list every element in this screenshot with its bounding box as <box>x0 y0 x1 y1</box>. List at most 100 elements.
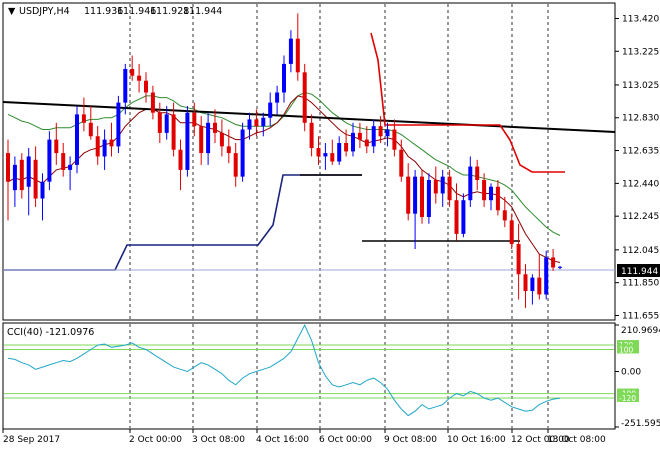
current-price-label: 111.944 <box>621 267 658 277</box>
candle-body <box>364 139 369 147</box>
time-label: 2 Oct 00:00 <box>129 435 182 445</box>
candle-body <box>144 80 148 93</box>
candle-body <box>26 156 31 187</box>
candle-body <box>454 200 459 234</box>
candle-body <box>275 92 280 103</box>
price-tick-label: 113.025 <box>622 81 659 91</box>
time-axis: 28 Sep 2017 2 Oct 00:00 3 Oct 08:00 4 Oct 1… <box>2 429 606 445</box>
ohlc-open: 111.936 <box>84 6 123 17</box>
candle-body <box>344 142 349 152</box>
candle-body <box>33 159 38 199</box>
current-price-tag <box>617 264 660 277</box>
cci-pane[interactable]: CCI(40) -121.0976 210.9694 0.00 -251.5956 1… <box>2 322 660 430</box>
candle-body <box>137 75 142 81</box>
ohlc-high: 111.946 <box>117 6 156 17</box>
candle-body <box>433 180 438 194</box>
candle-body <box>178 149 183 170</box>
candle-body <box>171 114 176 150</box>
candle-body <box>219 132 224 147</box>
candle-body <box>447 176 452 201</box>
time-label: 13 Oct 08:00 <box>547 435 606 445</box>
time-label: 10 Oct 16:00 <box>447 435 506 445</box>
price-axis[interactable]: 113.420 113.225 113.025 112.830 112.635 112.4… <box>615 14 660 321</box>
candle-body <box>6 153 10 182</box>
candle-body <box>206 122 211 154</box>
candle-body <box>413 176 418 214</box>
candle-body <box>157 112 162 133</box>
candle-body <box>495 186 500 211</box>
candle-body <box>95 136 100 157</box>
cci-line <box>7 324 561 417</box>
cci-tick-label: 210.9694 <box>621 326 660 336</box>
candle-body <box>399 149 404 177</box>
candle-body <box>385 129 390 137</box>
candle-body <box>226 146 231 154</box>
candle-body <box>406 176 411 214</box>
time-label: 3 Oct 08:00 <box>192 435 245 445</box>
candle-body <box>47 139 52 182</box>
candle-body <box>40 181 45 199</box>
candle-body <box>54 139 59 154</box>
collapse-triangle-icon[interactable]: ▼ <box>8 6 16 17</box>
candle-body <box>123 68 128 103</box>
cci-tick-label: -251.5956 <box>621 419 660 429</box>
candle-body <box>475 166 480 181</box>
candle-body <box>240 129 245 177</box>
candles <box>6 13 562 308</box>
candle-body <box>558 266 562 268</box>
price-tick-label: 112.245 <box>622 212 659 222</box>
candle-body <box>323 153 328 157</box>
candle-body <box>337 142 342 162</box>
price-tick-label: 112.440 <box>622 179 659 189</box>
ohlc-low: 111.928 <box>150 6 189 17</box>
candle-body <box>426 180 431 218</box>
candle-body <box>482 180 487 201</box>
candle-body <box>185 112 190 170</box>
candle-body <box>254 119 259 127</box>
price-tick-label: 113.420 <box>622 14 659 24</box>
candle-body <box>537 277 542 295</box>
candle-body <box>378 126 383 137</box>
candle-body <box>316 148 321 157</box>
candle-body <box>268 102 273 118</box>
candle-body <box>309 122 314 149</box>
candle-body <box>468 166 473 201</box>
time-label: 28 Sep 2017 <box>3 435 60 445</box>
candle-body <box>302 72 307 123</box>
candle-body <box>102 139 107 157</box>
time-label: 6 Oct 00:00 <box>319 435 372 445</box>
time-label: 12 Oct 00:00 <box>511 435 570 445</box>
candle-body <box>213 122 217 133</box>
cci-tick-label: 0.00 <box>621 368 641 378</box>
candle-body <box>19 159 24 191</box>
main-pane[interactable]: ▼ USDJPY,H4 111.936 111.946 111.928 111.… <box>2 2 616 321</box>
candle-body <box>199 126 204 154</box>
candle-body <box>530 277 535 292</box>
trendline[interactable] <box>2 101 616 133</box>
candle-body <box>330 153 335 162</box>
time-label: 9 Oct 08:00 <box>384 435 437 445</box>
ma-fast-line <box>7 95 561 263</box>
candle-body <box>192 112 197 127</box>
candle-body <box>295 38 300 73</box>
time-label: 4 Oct 16:00 <box>256 435 309 445</box>
candle-body <box>489 186 493 201</box>
candle-body <box>351 132 355 152</box>
candle-body <box>12 164 17 191</box>
candle-body <box>516 243 521 275</box>
candle-body <box>502 210 507 221</box>
candle-body <box>509 220 514 244</box>
candle-body <box>130 68 135 76</box>
candle-body <box>75 114 79 165</box>
candle-body <box>288 38 293 64</box>
candle-body <box>68 164 73 170</box>
candle-body <box>544 257 549 295</box>
cci-level-label: 100 <box>619 345 634 354</box>
candle-body <box>392 129 397 150</box>
vertical-grid <box>129 4 549 319</box>
candle-body <box>420 176 424 218</box>
candle-body <box>116 102 121 147</box>
